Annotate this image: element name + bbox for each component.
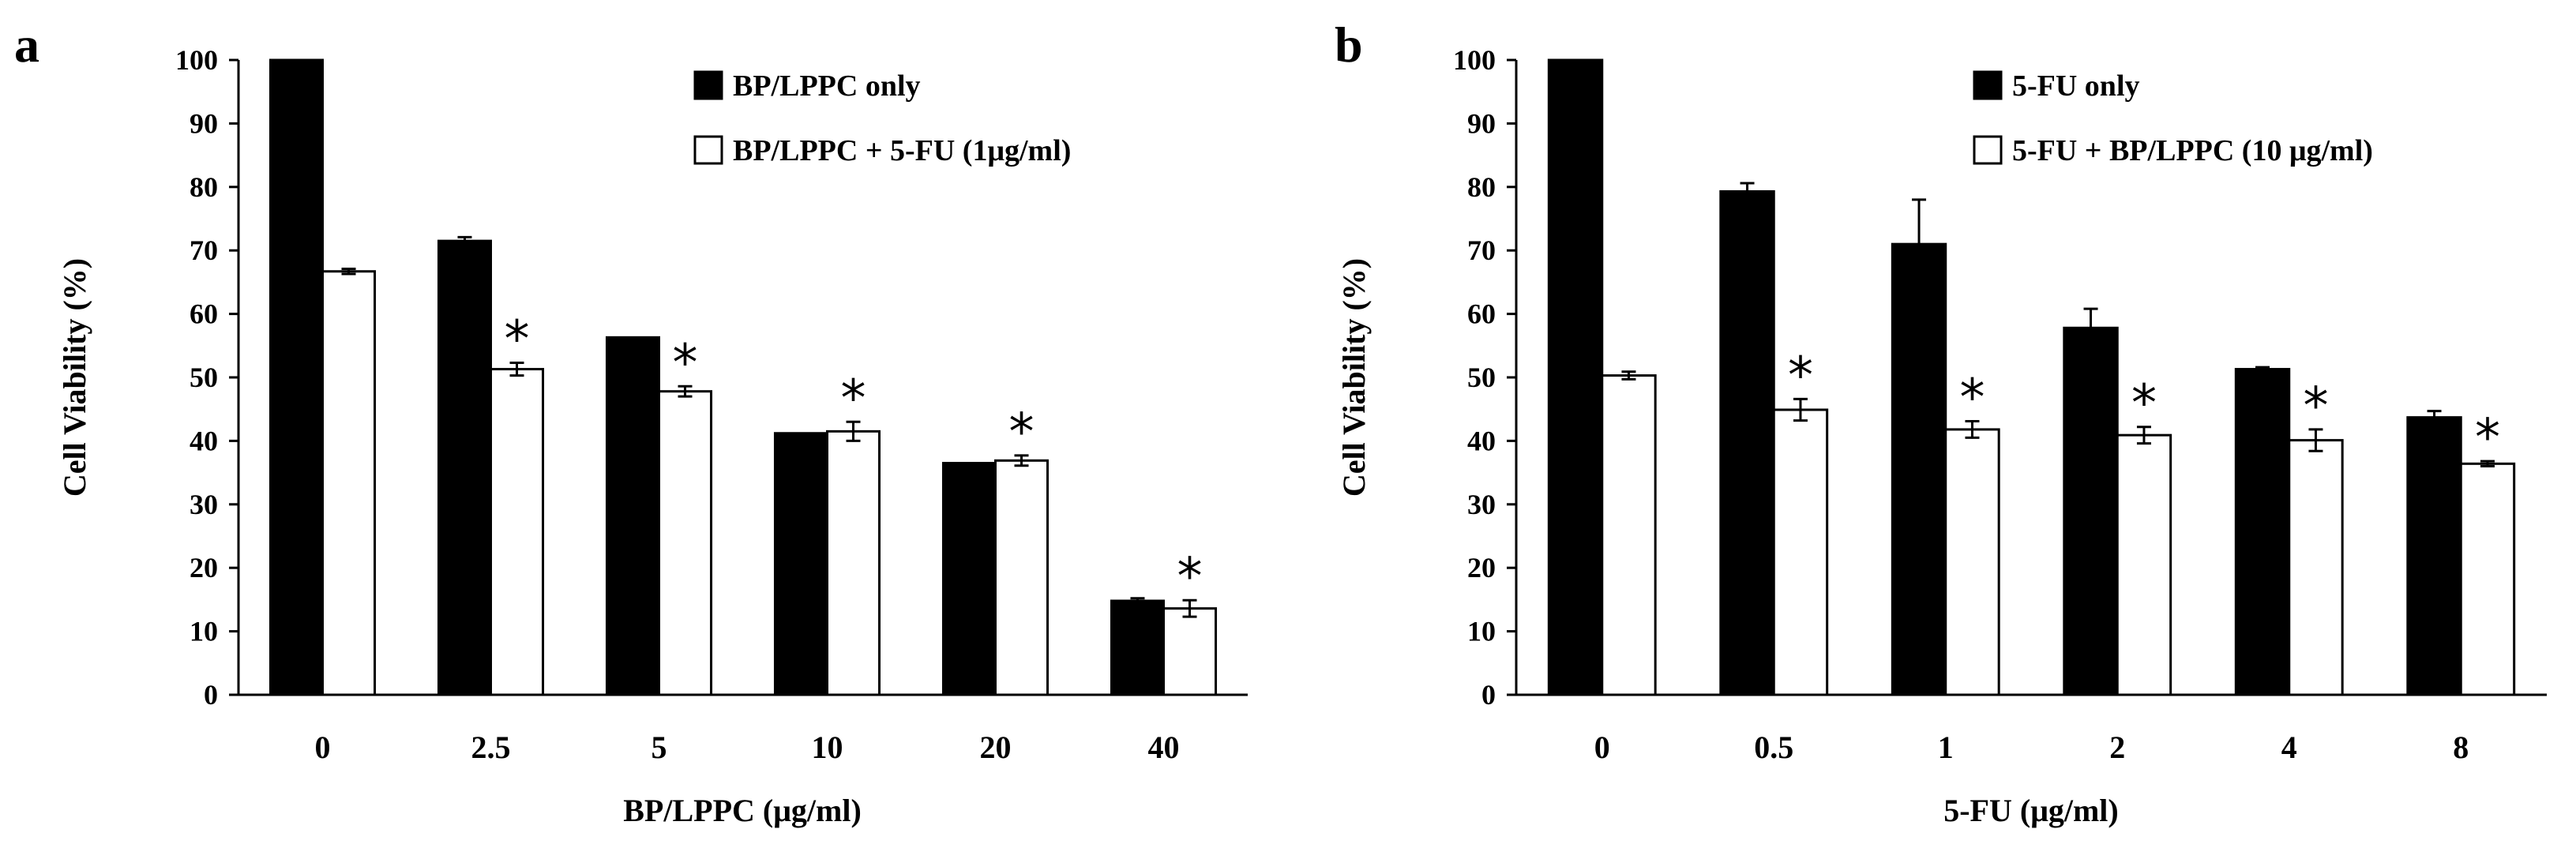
- y-tick-label: 80: [1467, 171, 1496, 203]
- y-tick-label: 20: [190, 552, 218, 583]
- y-tick-label: 50: [1467, 362, 1496, 393]
- legend-label: BP/LPPC + 5-FU (1μg/ml): [733, 134, 1071, 167]
- x-tick-label: 5: [652, 730, 667, 765]
- significance-star: *: [673, 334, 698, 392]
- y-tick-label: 30: [190, 489, 218, 520]
- panel-letter: b: [1335, 17, 1363, 73]
- y-tick-label: 10: [1467, 616, 1496, 647]
- panel-letter: a: [14, 17, 39, 73]
- y-tick-label: 70: [1467, 234, 1496, 266]
- y-tick-label: 60: [1467, 298, 1496, 330]
- bar-series2-8: [2459, 462, 2516, 696]
- x-tick-label: 4: [2281, 730, 2297, 765]
- bar-series1-20: [941, 462, 997, 696]
- y-tick-label: 60: [190, 298, 218, 330]
- y-tick-label: 40: [1467, 425, 1496, 456]
- bar-series2-10: [826, 430, 881, 696]
- x-tick-label: 40: [1148, 730, 1180, 765]
- bar-series1-0: [1547, 58, 1604, 696]
- bar-series1-1: [1891, 242, 1947, 696]
- y-tick-label: 90: [190, 107, 218, 139]
- x-tick-label: 10: [812, 730, 843, 765]
- bar-series1-2: [2063, 326, 2119, 696]
- bar-series2-4: [2288, 439, 2344, 696]
- legend-label: 5-FU only: [2012, 69, 2140, 103]
- bar-series2-20: [994, 459, 1050, 696]
- bar-series2-0: [321, 270, 377, 696]
- y-axis-title: Cell Viability (%): [1336, 258, 1372, 497]
- legend-swatch: [1973, 135, 2003, 165]
- significance-star: *: [1009, 403, 1035, 462]
- legend-swatch: [1973, 70, 2003, 100]
- significance-star: *: [1959, 369, 1985, 427]
- x-tick-label: 8: [2453, 730, 2469, 765]
- bar-series1-4: [2234, 368, 2291, 696]
- y-tick-label: 100: [175, 44, 218, 76]
- legend: BP/LPPC only BP/LPPC + 5-FU (1μg/ml): [693, 69, 1071, 167]
- y-tick-label: 100: [1453, 44, 1496, 76]
- bar-series1-8: [2406, 416, 2462, 696]
- bar-series1-2.5: [437, 239, 492, 696]
- bar-series1-40: [1110, 599, 1165, 696]
- significance-star: *: [2303, 377, 2328, 436]
- y-tick-label: 30: [1467, 489, 1496, 520]
- bar-series2-5: [658, 390, 713, 696]
- y-tick-label: 80: [190, 171, 218, 203]
- bar-series2-0: [1601, 374, 1657, 696]
- y-axis-title: Cell Viability (%): [57, 258, 92, 497]
- bar-series2-1: [1944, 428, 2000, 696]
- x-tick-label: 0.5: [1754, 730, 1793, 765]
- panel-b: b 0 10 20 30 40 50 60 70 80 90 100 0 * 0.5 * 1 * 2 * 4 * 8 5-FU…: [1335, 17, 2547, 828]
- bar-series2-2.5: [490, 368, 545, 696]
- y-tick-label: 20: [1467, 552, 1496, 583]
- x-tick-label: 20: [980, 730, 1012, 765]
- x-axis-title: 5-FU (μg/ml): [1943, 793, 2119, 828]
- significance-star: *: [505, 311, 530, 369]
- bar-series2-0.5: [1772, 408, 1829, 696]
- legend: 5-FU only 5-FU + BP/LPPC (10 μg/ml): [1973, 69, 2373, 167]
- y-tick-label: 0: [204, 679, 218, 711]
- bar-series1-5: [605, 336, 660, 696]
- x-axis-title: BP/LPPC (μg/ml): [623, 793, 862, 828]
- bar-series1-0: [268, 58, 324, 696]
- significance-star: *: [1788, 347, 1813, 405]
- x-tick-label: 0: [1594, 730, 1610, 765]
- y-tick-label: 0: [1481, 679, 1496, 711]
- bar-series1-10: [773, 432, 828, 696]
- significance-star: *: [1177, 548, 1203, 606]
- significance-star: *: [841, 369, 866, 428]
- significance-star: *: [2475, 409, 2500, 467]
- x-tick-label: 2.5: [471, 730, 511, 765]
- y-tick-label: 40: [190, 425, 218, 456]
- y-tick-label: 90: [1467, 107, 1496, 139]
- y-tick-label: 50: [190, 362, 218, 393]
- y-tick-label: 10: [190, 616, 218, 647]
- x-tick-label: 0: [315, 730, 331, 765]
- significance-star: *: [2131, 375, 2157, 433]
- bar-series2-40: [1162, 607, 1218, 696]
- x-tick-label: 2: [2109, 730, 2125, 765]
- x-tick-label: 1: [1938, 730, 1954, 765]
- legend-label: BP/LPPC only: [733, 69, 921, 103]
- panel-a: a 0 10 20 30 40 50 60 70 80 90 100 0 * 2.5 * 5 * 10 * 20 * 40 B…: [14, 17, 1248, 828]
- legend-swatch: [693, 135, 723, 165]
- legend-swatch: [693, 70, 723, 100]
- bar-series2-2: [2116, 433, 2172, 696]
- y-tick-label: 70: [190, 234, 218, 266]
- legend-label: 5-FU + BP/LPPC (10 μg/ml): [2012, 134, 2373, 167]
- bar-series1-0.5: [1719, 189, 1775, 696]
